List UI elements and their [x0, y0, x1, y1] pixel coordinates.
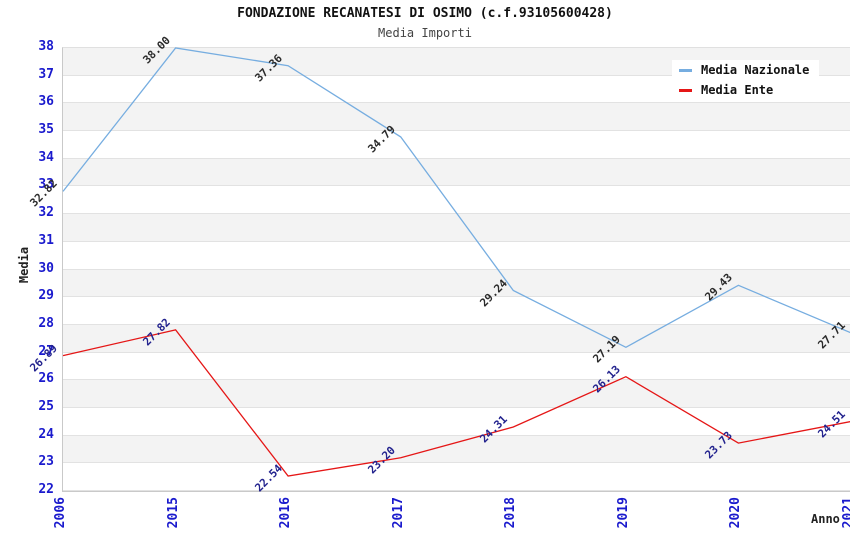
grid-band: [63, 380, 850, 408]
grid-band: [63, 131, 850, 159]
legend: Media Nazionale Media Ente: [672, 60, 820, 100]
x-tick-2015: 2015: [165, 497, 181, 529]
y-tick-36: 36: [38, 94, 54, 110]
legend-label: Media Ente: [701, 83, 774, 97]
x-axis-label: Anno: [811, 512, 840, 526]
grid-band: [63, 435, 850, 464]
grid-band: [63, 241, 850, 270]
y-tick-33: 33: [38, 177, 54, 193]
x-tick-2019: 2019: [615, 497, 631, 529]
grid-band: [63, 297, 850, 325]
y-tick-38: 38: [38, 39, 54, 54]
legend-swatch-icon: [679, 68, 692, 72]
grid-band: [63, 103, 850, 132]
legend-swatch-icon: [679, 88, 692, 92]
grid-band: [63, 324, 850, 353]
y-tick-24: 24: [38, 426, 54, 442]
grid-band: [63, 463, 850, 491]
legend-item-media-ente: Media Ente: [672, 80, 820, 100]
grid-band: [63, 186, 850, 215]
y-tick-31: 31: [38, 232, 54, 248]
x-tick-2021: 2021: [841, 497, 850, 529]
y-tick-35: 35: [38, 122, 54, 138]
y-tick-29: 29: [38, 288, 54, 304]
y-tick-30: 30: [38, 260, 54, 276]
series-lines: [62, 47, 850, 477]
legend-label: Media Nazionale: [701, 63, 810, 77]
chart-subtitle: Media Importi: [378, 26, 472, 40]
y-tick-26: 26: [38, 371, 54, 387]
y-tick-22: 22: [38, 482, 54, 497]
y-tick-23: 23: [38, 454, 54, 470]
y-tick-32: 32: [38, 205, 54, 221]
y-tick-28: 28: [38, 315, 54, 331]
y-tick-25: 25: [38, 398, 54, 414]
legend-item-media-nazionale: Media Nazionale: [672, 60, 820, 80]
grid-band: [63, 158, 850, 187]
chart-title: FONDAZIONE RECANATESI DI OSIMO (c.f.9310…: [237, 6, 613, 21]
series-line-media-ente: [62, 329, 850, 477]
x-tick-2016: 2016: [278, 497, 294, 529]
grid-band: [63, 214, 850, 242]
x-tick-2018: 2018: [503, 497, 519, 529]
plot-area: [62, 47, 850, 492]
y-tick-37: 37: [38, 66, 54, 82]
x-tick-2020: 2020: [728, 497, 744, 529]
grid-band: [63, 352, 850, 381]
y-tick-34: 34: [38, 149, 54, 165]
x-tick-2006: 2006: [53, 497, 68, 529]
y-tick-27: 27: [38, 343, 54, 359]
series-line-media-nazionale: [62, 47, 850, 349]
grid-band: [63, 269, 850, 298]
x-tick-2017: 2017: [390, 497, 406, 529]
